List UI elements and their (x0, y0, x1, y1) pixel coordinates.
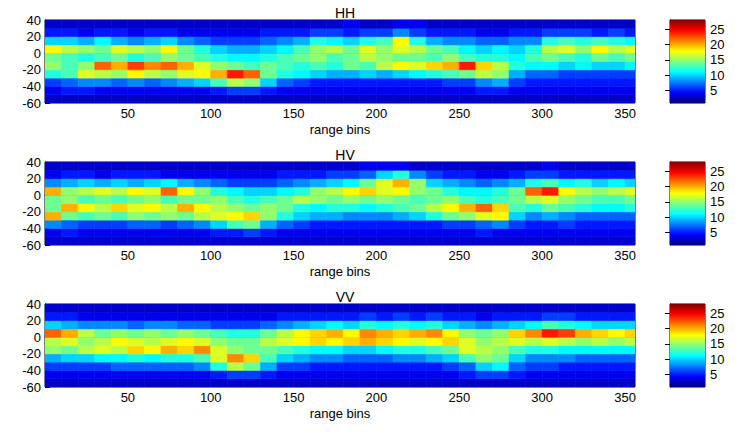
svg-text:300: 300 (531, 106, 553, 121)
svg-text:VV: VV (336, 289, 355, 305)
svg-text:0: 0 (34, 330, 41, 345)
svg-text:150: 150 (283, 248, 305, 263)
svg-text:-40: -40 (22, 221, 41, 236)
svg-text:20: 20 (27, 29, 41, 44)
svg-text:50: 50 (121, 390, 135, 405)
svg-text:50: 50 (121, 106, 135, 121)
svg-text:-60: -60 (22, 238, 41, 253)
svg-text:25: 25 (710, 22, 724, 37)
svg-text:-20: -20 (22, 62, 41, 77)
svg-text:-20: -20 (22, 346, 41, 361)
svg-text:10: 10 (710, 352, 724, 367)
svg-text:250: 250 (448, 248, 470, 263)
svg-text:5: 5 (710, 83, 717, 98)
svg-text:10: 10 (710, 68, 724, 83)
svg-text:40: 40 (27, 13, 41, 28)
svg-text:0: 0 (34, 46, 41, 61)
svg-text:150: 150 (283, 390, 305, 405)
svg-text:40: 40 (27, 297, 41, 312)
svg-text:5: 5 (710, 225, 717, 240)
svg-text:10: 10 (710, 210, 724, 225)
svg-text:20: 20 (710, 321, 724, 336)
svg-text:350: 350 (614, 248, 636, 263)
svg-text:-60: -60 (22, 96, 41, 111)
svg-text:200: 200 (366, 106, 388, 121)
svg-text:100: 100 (200, 106, 222, 121)
svg-text:HH: HH (335, 5, 355, 21)
svg-text:300: 300 (531, 248, 553, 263)
svg-text:-40: -40 (22, 363, 41, 378)
svg-text:200: 200 (366, 390, 388, 405)
svg-text:range bins: range bins (310, 406, 371, 421)
svg-text:25: 25 (710, 306, 724, 321)
svg-text:50: 50 (121, 248, 135, 263)
svg-text:100: 100 (200, 248, 222, 263)
svg-text:20: 20 (710, 37, 724, 52)
svg-text:range bins: range bins (310, 122, 371, 137)
svg-text:15: 15 (710, 52, 724, 67)
svg-text:100: 100 (200, 390, 222, 405)
svg-text:300: 300 (531, 390, 553, 405)
svg-text:5: 5 (710, 367, 717, 382)
svg-text:20: 20 (27, 313, 41, 328)
svg-text:15: 15 (710, 194, 724, 209)
svg-text:20: 20 (27, 171, 41, 186)
svg-text:20: 20 (710, 179, 724, 194)
svg-text:range bins: range bins (310, 264, 371, 279)
svg-text:150: 150 (283, 106, 305, 121)
svg-text:-20: -20 (22, 204, 41, 219)
svg-text:40: 40 (27, 155, 41, 170)
svg-text:250: 250 (448, 106, 470, 121)
svg-text:350: 350 (614, 390, 636, 405)
svg-text:0: 0 (34, 188, 41, 203)
svg-text:200: 200 (366, 248, 388, 263)
svg-text:250: 250 (448, 390, 470, 405)
svg-text:HV: HV (335, 147, 355, 163)
svg-text:-40: -40 (22, 79, 41, 94)
svg-text:25: 25 (710, 164, 724, 179)
svg-text:15: 15 (710, 336, 724, 351)
svg-text:-60: -60 (22, 380, 41, 395)
svg-text:350: 350 (614, 106, 636, 121)
